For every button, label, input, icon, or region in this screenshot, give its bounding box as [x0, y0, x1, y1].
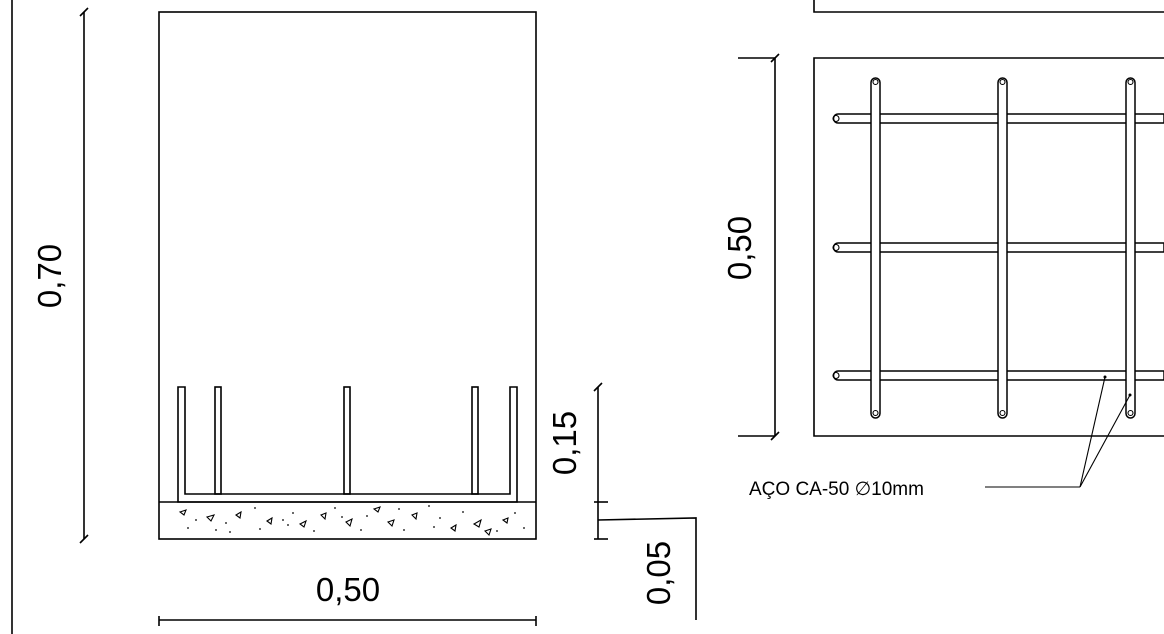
dimension-bar-height: 0,15	[546, 382, 608, 503]
rebar-stub	[471, 386, 479, 495]
column-outline	[158, 11, 537, 540]
rebar-vertical	[870, 77, 881, 419]
dim-base-label: 0,05	[640, 541, 677, 605]
rebar-vertical	[997, 77, 1008, 419]
rebar-u-bar	[177, 386, 518, 503]
dimension-base: 0,05	[594, 502, 697, 620]
steel-annotation-label: AÇO CA-50 ∅10mm	[749, 479, 924, 500]
dim-plan-side-label: 0,50	[721, 216, 758, 280]
section-view: 0,70 0,50 0,15 0,05	[31, 7, 697, 626]
dimension-height: 0,70	[31, 7, 89, 544]
plan-view: 0,50 AÇO CA-50 ∅10mm	[721, 0, 1164, 500]
concrete-dots	[187, 505, 525, 533]
plan-outline	[813, 57, 1164, 437]
dim-width-label: 0,50	[316, 571, 380, 608]
rebar-vertical	[1125, 77, 1136, 419]
dim-height-label: 0,70	[31, 244, 68, 308]
steel-annotation-leader	[985, 375, 1132, 488]
top-frame-partial	[813, 0, 1164, 13]
dimension-width: 0,50	[158, 571, 537, 626]
dim-bar-height-label: 0,15	[546, 411, 583, 475]
rebar-stub	[343, 386, 351, 495]
rebar-stub	[214, 386, 222, 495]
dimension-plan-side: 0,50	[721, 53, 780, 441]
concrete-hatch	[178, 506, 509, 537]
